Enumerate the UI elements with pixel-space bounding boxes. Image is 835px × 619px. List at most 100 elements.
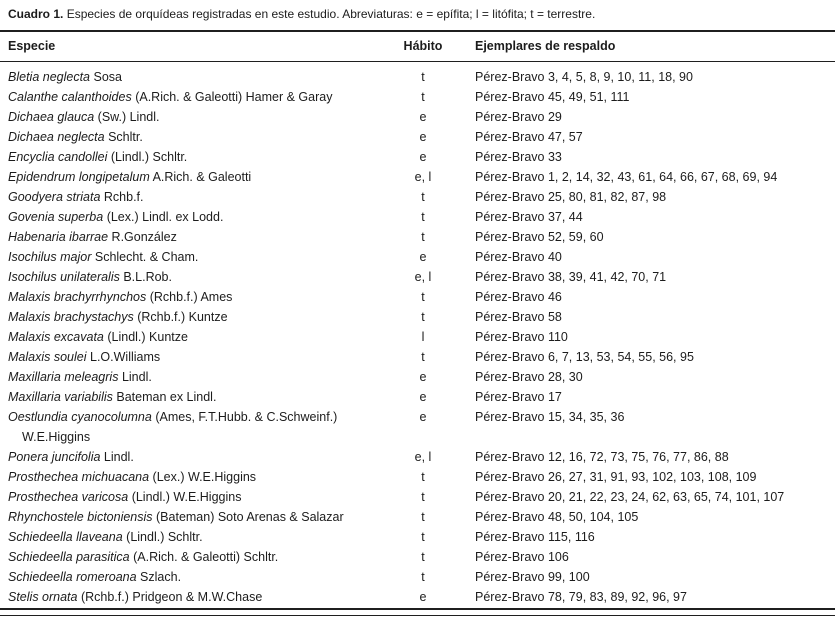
habit-cell: e xyxy=(419,110,427,124)
habit-cell: t xyxy=(421,70,425,84)
species-name: Calanthe calanthoides xyxy=(8,90,132,104)
species-cell: Govenia superba (Lex.) Lindl. ex Lodd. xyxy=(8,207,383,227)
species-name: Encyclia candollei xyxy=(8,150,108,164)
species-name: Prosthechea varicosa xyxy=(8,490,129,504)
voucher-cell: Pérez-Bravo 40 xyxy=(475,250,562,264)
voucher-cell: Pérez-Bravo 45, 49, 51, 111 xyxy=(475,90,630,104)
habit-cell: e xyxy=(419,590,427,604)
table-row: Calanthe calanthoides (A.Rich. & Galeott… xyxy=(8,87,827,107)
table-row: Malaxis soulei L.O.Williams t Pérez-Brav… xyxy=(8,347,827,367)
table-row: Prosthechea michuacana (Lex.) W.E.Higgin… xyxy=(8,467,827,487)
species-cell: Schiedeella llaveana (Lindl.) Schltr. xyxy=(8,527,383,547)
species-cell: Calanthe calanthoides (A.Rich. & Galeott… xyxy=(8,87,383,107)
table-row: Govenia superba (Lex.) Lindl. ex Lodd. t… xyxy=(8,207,827,227)
species-name: Goodyera striata xyxy=(8,190,101,204)
species-author: B.L.Rob. xyxy=(123,270,172,284)
species-name: Schiedeella romeroana xyxy=(8,570,137,584)
voucher-cell: Pérez-Bravo 46 xyxy=(475,290,562,304)
habit-cell: e xyxy=(419,250,427,264)
habit-cell: e xyxy=(419,150,427,164)
voucher-cell: Pérez-Bravo 38, 39, 41, 42, 70, 71 xyxy=(475,270,667,284)
table-row: Isochilus unilateralis B.L.Rob. e, l Pér… xyxy=(8,267,827,287)
table-row: Bletia neglecta Sosa t Pérez-Bravo 3, 4,… xyxy=(8,67,827,87)
species-author: Sosa xyxy=(93,70,123,84)
habit-cell: t xyxy=(421,290,425,304)
table-row: Habenaria ibarrae R.González t Pérez-Bra… xyxy=(8,227,827,247)
habit-cell: t xyxy=(421,230,425,244)
species-name: Isochilus unilateralis xyxy=(8,270,120,284)
species-author: (Rchb.f.) Pridgeon & M.W.Chase xyxy=(80,590,263,604)
habit-cell: t xyxy=(421,530,425,544)
species-author: Rchb.f. xyxy=(103,190,144,204)
voucher-cell: Pérez-Bravo 17 xyxy=(475,390,562,404)
species-author: Lindl. xyxy=(103,450,134,464)
habit-cell: e xyxy=(419,370,427,384)
species-name: Bletia neglecta xyxy=(8,70,91,84)
species-author: Schltr. xyxy=(108,130,143,144)
habit-cell: t xyxy=(421,350,425,364)
table-row: Maxillaria variabilis Bateman ex Lindl. … xyxy=(8,387,827,407)
voucher-cell: Pérez-Bravo 52, 59, 60 xyxy=(475,230,604,244)
table-caption-text: Especies de orquídeas registradas en est… xyxy=(66,7,596,21)
voucher-cell: Pérez-Bravo 78, 79, 83, 89, 92, 96, 97 xyxy=(475,590,687,604)
table-row: Malaxis brachystachys (Rchb.f.) Kuntze t… xyxy=(8,307,827,327)
species-name: Maxillaria meleagris xyxy=(8,370,119,384)
species-cell: Malaxis excavata (Lindl.) Kuntze xyxy=(8,327,383,347)
voucher-cell: Pérez-Bravo 6, 7, 13, 53, 54, 55, 56, 95 xyxy=(475,350,694,364)
species-cell: Encyclia candollei (Lindl.) Schltr. xyxy=(8,147,383,167)
species-name: Habenaria ibarrae xyxy=(8,230,109,244)
species-author: (Lex.) Lindl. ex Lodd. xyxy=(106,210,224,224)
habit-cell: l xyxy=(421,330,425,344)
species-name: Oestlundia cyanocolumna xyxy=(8,410,152,424)
species-author: (Rchb.f.) Kuntze xyxy=(137,310,228,324)
voucher-cell: Pérez-Bravo 37, 44 xyxy=(475,210,583,224)
species-cell: Malaxis brachyrrhynchos (Rchb.f.) Ames xyxy=(8,287,383,307)
species-author: Schlecht. & Cham. xyxy=(94,250,199,264)
species-name: Prosthechea michuacana xyxy=(8,470,150,484)
species-cell: Schiedeella romeroana Szlach. xyxy=(8,567,383,587)
bottom-rule-thick xyxy=(0,608,835,610)
top-rule xyxy=(0,30,835,32)
habit-cell: t xyxy=(421,510,425,524)
table-body: Bletia neglecta Sosa t Pérez-Bravo 3, 4,… xyxy=(0,62,835,607)
species-name: Maxillaria variabilis xyxy=(8,390,113,404)
species-author: (Lindl.) Kuntze xyxy=(107,330,188,344)
habit-cell: t xyxy=(421,550,425,564)
table-row: Encyclia candollei (Lindl.) Schltr. e Pé… xyxy=(8,147,827,167)
species-author: (Rchb.f.) Ames xyxy=(149,290,233,304)
species-cell: Isochilus major Schlecht. & Cham. xyxy=(8,247,383,267)
table-row: Isochilus major Schlecht. & Cham. e Pére… xyxy=(8,247,827,267)
voucher-cell: Pérez-Bravo 99, 100 xyxy=(475,570,590,584)
species-cell: Bletia neglecta Sosa xyxy=(8,67,383,87)
habit-cell: e xyxy=(419,130,427,144)
species-cell: Malaxis soulei L.O.Williams xyxy=(8,347,383,367)
voucher-cell: Pérez-Bravo 15, 34, 35, 36 xyxy=(475,410,625,424)
species-name: Schiedeella llaveana xyxy=(8,530,123,544)
voucher-cell: Pérez-Bravo 12, 16, 72, 73, 75, 76, 77, … xyxy=(475,450,729,464)
species-author: Szlach. xyxy=(140,570,182,584)
voucher-cell: Pérez-Bravo 115, 116 xyxy=(475,530,595,544)
species-author: (Ames, F.T.Hubb. & C.Schweinf.) W.E.Higg… xyxy=(22,410,338,444)
species-name: Isochilus major xyxy=(8,250,92,264)
habit-cell: t xyxy=(421,210,425,224)
species-name: Malaxis brachystachys xyxy=(8,310,134,324)
species-cell: Ponera juncifolia Lindl. xyxy=(8,447,383,467)
table-row: Rhynchostele bictoniensis (Bateman) Soto… xyxy=(8,507,827,527)
voucher-cell: Pérez-Bravo 1, 2, 14, 32, 43, 61, 64, 66… xyxy=(475,170,778,184)
voucher-cell: Pérez-Bravo 106 xyxy=(475,550,569,564)
habit-cell: t xyxy=(421,470,425,484)
bottom-rule-thin xyxy=(0,615,835,616)
table-row: Dichaea glauca (Sw.) Lindl. e Pérez-Brav… xyxy=(8,107,827,127)
table-row: Dichaea neglecta Schltr. e Pérez-Bravo 4… xyxy=(8,127,827,147)
species-cell: Schiedeella parasitica (A.Rich. & Galeot… xyxy=(8,547,383,567)
species-cell: Epidendrum longipetalum A.Rich. & Galeot… xyxy=(8,167,383,187)
species-author: (Sw.) Lindl. xyxy=(97,110,160,124)
species-cell: Stelis ornata (Rchb.f.) Pridgeon & M.W.C… xyxy=(8,587,383,607)
species-cell: Oestlundia cyanocolumna (Ames, F.T.Hubb.… xyxy=(8,407,383,447)
species-author: (A.Rich. & Galeotti) Schltr. xyxy=(133,550,279,564)
species-cell: Habenaria ibarrae R.González xyxy=(8,227,383,247)
voucher-cell: Pérez-Bravo 110 xyxy=(475,330,568,344)
voucher-cell: Pérez-Bravo 20, 21, 22, 23, 24, 62, 63, … xyxy=(475,490,785,504)
table-caption-label: Cuadro 1. xyxy=(8,7,64,21)
habit-cell: e, l xyxy=(414,270,432,284)
